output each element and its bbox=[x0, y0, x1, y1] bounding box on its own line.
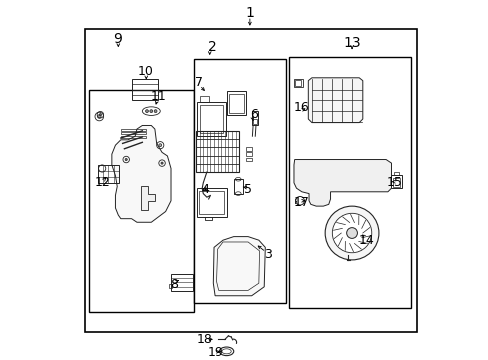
Bar bbox=[233, 179, 242, 194]
Circle shape bbox=[154, 110, 157, 113]
Bar bbox=[171, 274, 192, 291]
Bar bbox=[253, 119, 256, 124]
Text: 1: 1 bbox=[245, 5, 254, 19]
Bar bbox=[251, 111, 258, 126]
Text: 9: 9 bbox=[113, 32, 122, 46]
Bar bbox=[121, 132, 145, 134]
Bar bbox=[199, 96, 208, 102]
Text: 18: 18 bbox=[197, 333, 213, 346]
Polygon shape bbox=[112, 126, 171, 222]
Bar bbox=[199, 191, 224, 214]
Bar bbox=[228, 94, 244, 113]
Bar bbox=[131, 79, 158, 100]
Text: 16: 16 bbox=[293, 101, 309, 114]
Text: 5: 5 bbox=[244, 184, 252, 197]
Bar bbox=[293, 79, 302, 87]
Text: 11: 11 bbox=[150, 90, 166, 103]
Text: 14: 14 bbox=[358, 234, 373, 247]
Text: 7: 7 bbox=[194, 76, 202, 89]
Bar bbox=[245, 147, 252, 150]
Bar bbox=[196, 131, 239, 172]
Circle shape bbox=[161, 162, 163, 164]
Polygon shape bbox=[307, 78, 362, 123]
Text: 10: 10 bbox=[138, 65, 154, 78]
Bar bbox=[121, 129, 145, 131]
Bar bbox=[168, 284, 172, 288]
Text: 17: 17 bbox=[293, 196, 309, 209]
Circle shape bbox=[149, 110, 152, 113]
Bar bbox=[196, 102, 225, 136]
Bar bbox=[391, 175, 402, 188]
Bar bbox=[121, 136, 145, 138]
Bar bbox=[245, 158, 252, 161]
Bar bbox=[226, 91, 246, 115]
Bar bbox=[194, 59, 285, 303]
Bar bbox=[88, 90, 194, 312]
Bar bbox=[85, 29, 416, 332]
Circle shape bbox=[125, 158, 127, 161]
Bar bbox=[392, 178, 400, 187]
Text: 6: 6 bbox=[250, 108, 258, 121]
Bar bbox=[196, 188, 227, 217]
Bar bbox=[294, 80, 301, 86]
Text: 8: 8 bbox=[170, 279, 178, 292]
Bar bbox=[199, 105, 223, 133]
Text: 2: 2 bbox=[207, 40, 216, 54]
Text: 3: 3 bbox=[264, 248, 271, 261]
Bar bbox=[245, 152, 252, 156]
Circle shape bbox=[159, 144, 162, 147]
Text: 12: 12 bbox=[95, 176, 111, 189]
Text: 4: 4 bbox=[201, 184, 208, 197]
Bar bbox=[289, 57, 410, 308]
Circle shape bbox=[346, 228, 357, 238]
Polygon shape bbox=[140, 186, 155, 210]
Circle shape bbox=[97, 115, 101, 118]
Polygon shape bbox=[293, 159, 391, 206]
Circle shape bbox=[332, 213, 371, 253]
Polygon shape bbox=[213, 237, 265, 296]
Circle shape bbox=[99, 114, 101, 116]
Bar bbox=[97, 165, 119, 183]
Circle shape bbox=[325, 206, 378, 260]
Bar bbox=[393, 172, 399, 175]
Text: 15: 15 bbox=[386, 176, 402, 189]
Text: 13: 13 bbox=[343, 36, 360, 50]
Circle shape bbox=[145, 110, 148, 113]
Text: 19: 19 bbox=[207, 346, 223, 359]
